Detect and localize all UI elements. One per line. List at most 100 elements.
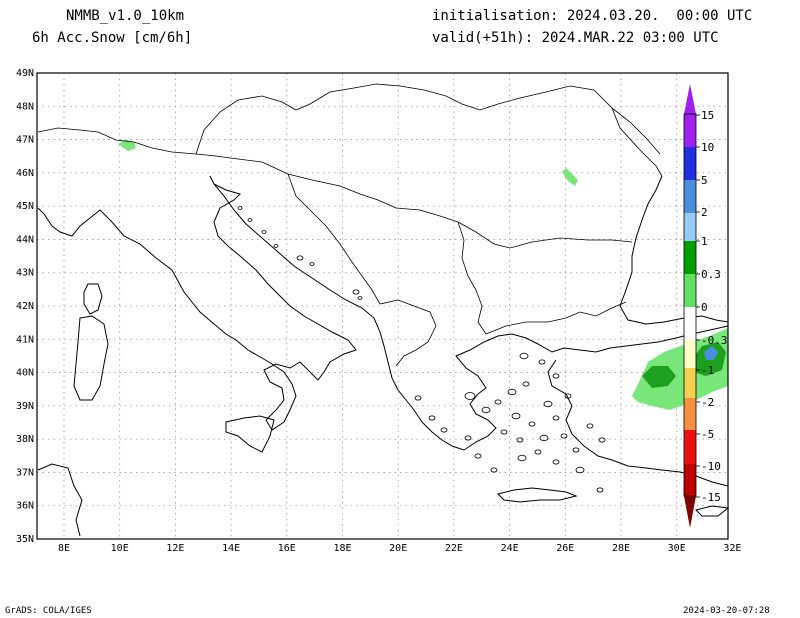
- island-outline: [247, 218, 253, 222]
- island-outline: [598, 437, 606, 443]
- lon-label: 12E: [166, 543, 184, 554]
- border-croatia-serbia: [261, 161, 633, 249]
- colorbar-label: 10: [701, 141, 714, 154]
- lon-label: 14E: [222, 543, 240, 554]
- colorbar-label: -2: [701, 396, 714, 409]
- island-outline: [552, 373, 560, 379]
- border-alps: [37, 127, 263, 163]
- lon-label: 22E: [445, 543, 463, 554]
- lon-label: 20E: [389, 543, 407, 554]
- colorbar-box-neg2: [684, 398, 696, 430]
- island-outline: [586, 423, 594, 429]
- island-outline: [352, 289, 360, 295]
- lat-label: 36N: [16, 501, 34, 512]
- colorbar-label: 15: [701, 109, 714, 122]
- coastline-black-sea: [619, 175, 729, 325]
- lat-label: 40N: [16, 368, 34, 379]
- colorbar-box-1: [684, 241, 696, 274]
- island-outline: [464, 392, 476, 400]
- lat-label: 35N: [16, 534, 34, 545]
- lon-label: 26E: [556, 543, 574, 554]
- init-time: initialisation: 2024.03.20. 00:00 UTC: [432, 8, 753, 24]
- island-outline: [481, 406, 491, 414]
- lat-label: 37N: [16, 467, 34, 478]
- lat-label: 48N: [16, 101, 34, 112]
- island-outline: [596, 487, 604, 493]
- colorbar-box-neg0.3: [684, 340, 696, 368]
- variable-title: 6h Acc.Snow [cm/6h]: [32, 30, 193, 46]
- island-outline: [528, 421, 536, 427]
- lat-label: 44N: [16, 234, 34, 245]
- island-outline: [572, 447, 580, 453]
- lat-label: 47N: [16, 135, 34, 146]
- island-outline: [428, 415, 436, 421]
- colorbar-label: 0.3: [701, 268, 721, 281]
- latitude-labels: 49N 48N 47N 46N 45N 44N 43N 42N 41N 40N 39N 38N 37N 3…: [16, 68, 34, 545]
- island-outline: [522, 381, 530, 387]
- coastline-sicily: [225, 415, 275, 453]
- lat-lon-grid: [37, 73, 728, 539]
- island-outline: [309, 262, 315, 266]
- colorbar-label: -5: [701, 428, 714, 441]
- coastline-crete: [497, 487, 578, 503]
- valid-time: valid(+51h): 2024.MAR.22 03:00 UTC: [432, 30, 719, 46]
- colorbar-box-neg1: [684, 368, 696, 398]
- coastline-italy-france: [37, 175, 357, 431]
- island-outline: [539, 434, 549, 442]
- aegean-islands: [237, 206, 606, 493]
- lat-label: 43N: [16, 268, 34, 279]
- colorbar-label: -10: [701, 460, 721, 473]
- colorbar-box-0: [684, 307, 696, 340]
- colorbar-label: 2: [701, 206, 708, 219]
- snow-area-turkey-blue: [704, 346, 718, 360]
- island-outline: [519, 352, 529, 360]
- snowfall-areas: [118, 140, 728, 410]
- island-outline: [237, 206, 243, 210]
- colorbar-box-2: [684, 213, 696, 241]
- colorbar-labels: 15 10 5 2 1 0.3 0 -0.3 -1 -2 -5 -10 -15: [696, 109, 728, 504]
- lon-label: 30E: [668, 543, 686, 554]
- coastline-adriatic-east: [213, 183, 729, 451]
- island-outline: [494, 399, 502, 405]
- island-outline: [575, 466, 585, 474]
- colorbar-top-arrow: [684, 84, 696, 114]
- border-hungary-romania: [399, 85, 663, 177]
- colorbar-label: 5: [701, 174, 708, 187]
- lon-label: 28E: [612, 543, 630, 554]
- colorbar-label: -15: [701, 491, 721, 504]
- island-outline: [357, 296, 363, 300]
- lon-label: 10E: [111, 543, 129, 554]
- island-outline: [440, 427, 448, 433]
- lat-label: 39N: [16, 401, 34, 412]
- colorbar-box-5: [684, 180, 696, 213]
- border-bulgaria-greece: [485, 301, 627, 335]
- island-outline: [560, 433, 568, 439]
- island-outline: [490, 467, 498, 473]
- colorbar-box-10: [684, 147, 696, 180]
- border-moldova: [611, 107, 661, 155]
- snow-area-alps: [118, 140, 136, 151]
- snow-area-turkey-core: [642, 366, 676, 388]
- island-outline: [552, 415, 560, 421]
- lat-label: 38N: [16, 434, 34, 445]
- colorbar-box-neg10: [684, 464, 696, 496]
- lon-label: 24E: [501, 543, 519, 554]
- model-title: NMMB_v1.0_10km: [66, 8, 185, 24]
- lat-label: 46N: [16, 168, 34, 179]
- island-outline: [507, 388, 517, 396]
- lat-label: 41N: [16, 334, 34, 345]
- island-outline: [564, 393, 572, 399]
- snow-area-romania: [562, 168, 578, 186]
- island-outline: [538, 359, 546, 365]
- lat-label: 49N: [16, 68, 34, 79]
- colorbar-label: 0: [701, 301, 708, 314]
- colorbar: 15 10 5 2 1 0.3 0 -0.3 -1 -2 -5 -10 -15: [683, 84, 728, 528]
- island-outline: [511, 412, 521, 420]
- island-outline: [517, 454, 527, 462]
- island-outline: [414, 395, 422, 401]
- lon-label: 32E: [723, 543, 741, 554]
- island-outline: [474, 453, 482, 459]
- coastline-sardinia: [73, 315, 109, 401]
- colorbar-box-0.3: [684, 274, 696, 307]
